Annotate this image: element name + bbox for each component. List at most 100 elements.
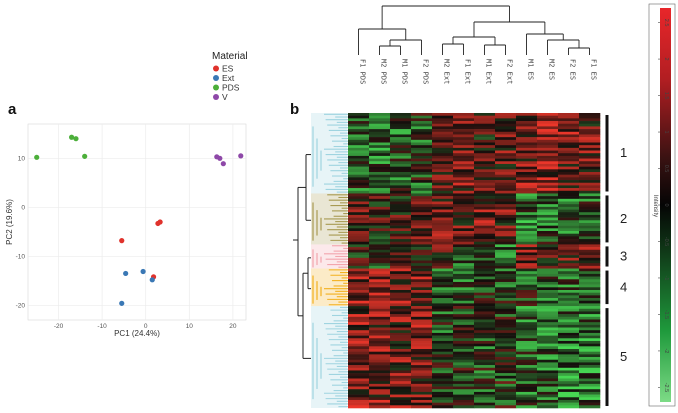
heatmap-cell [579, 231, 601, 234]
heatmap-cell [495, 244, 517, 248]
heatmap-cell [390, 121, 412, 125]
heatmap-cell [558, 214, 580, 218]
heatmap-cell [453, 308, 475, 312]
heatmap-cell [411, 252, 433, 256]
heatmap-cell [453, 397, 475, 401]
heatmap-cell [432, 399, 454, 403]
heatmap-cell [390, 367, 412, 371]
heatmap-cell [369, 362, 391, 366]
heatmap-cell [369, 370, 391, 374]
heatmap-cell [537, 271, 559, 275]
heatmap-cell [474, 236, 496, 240]
heatmap-cell [411, 188, 433, 192]
heatmap-cell [432, 257, 454, 261]
heatmap-cell [516, 241, 538, 245]
heatmap-cell [516, 204, 538, 208]
heatmap-cell [579, 134, 601, 138]
heatmap-cell [537, 324, 559, 328]
heatmap-cell [516, 322, 538, 326]
heatmap-cell [537, 180, 559, 184]
heatmap-cell [495, 394, 517, 398]
heatmap-cell [516, 298, 538, 302]
heatmap-cell [495, 220, 517, 224]
heatmap-cell [369, 375, 391, 379]
heatmap-cell [432, 174, 454, 178]
heatmap-cell [432, 332, 454, 336]
heatmap-cell [432, 265, 454, 269]
heatmap-cell [495, 386, 517, 390]
heatmap-cell [432, 402, 454, 406]
heatmap-cell [495, 137, 517, 141]
heatmap-cell [390, 198, 412, 202]
heatmap-cell [516, 139, 538, 143]
heatmap-cell [411, 346, 433, 350]
heatmap-cell [558, 276, 580, 280]
heatmap-cell [474, 322, 496, 326]
heatmap-cell [579, 201, 601, 205]
heatmap-cell [516, 142, 538, 146]
heatmap-cell [432, 113, 454, 116]
heatmap-cell [411, 373, 433, 377]
heatmap-cell [432, 249, 454, 253]
column-labels: F1 PDS M2 PDS M1 PDS F2 PDS M2 Ext F1 Ext M1 E… [359, 59, 598, 84]
heatmap-cell [537, 327, 559, 331]
heatmap-cell [516, 247, 538, 251]
heatmap-cell [390, 324, 412, 328]
heatmap-cell [495, 118, 517, 122]
heatmap-cell [579, 123, 601, 127]
heatmap-cell [390, 375, 412, 379]
heatmap-cell [369, 405, 391, 409]
heatmap-cell [474, 351, 496, 355]
heatmap-cell [516, 217, 538, 221]
heatmap-cell [579, 378, 601, 382]
heatmap-cell [474, 134, 496, 138]
heatmap-cell [579, 357, 601, 361]
colorbar-tick-label: 2.5 [663, 19, 669, 27]
heatmap-cell [369, 209, 391, 213]
heatmap-cell [495, 370, 517, 374]
heatmap-cell [558, 306, 580, 310]
heatmap-cell [348, 324, 370, 328]
heatmap-cell [390, 300, 412, 304]
column-label: M2 PDS [380, 59, 388, 84]
x-tick-label: 20 [229, 323, 237, 330]
heatmap-cell [474, 279, 496, 283]
heatmap-cell [537, 284, 559, 288]
heatmap-cell [495, 172, 517, 175]
heatmap-cell [348, 373, 370, 377]
heatmap-cell [516, 153, 538, 157]
heatmap-cell [558, 373, 580, 377]
heatmap-cell [579, 239, 601, 243]
heatmap-cell [411, 115, 433, 119]
heatmap-cell [558, 190, 580, 194]
heatmap-cell [474, 201, 496, 205]
heatmap-cell [453, 217, 475, 221]
heatmap-cell [558, 118, 580, 122]
heatmap-cell [558, 330, 580, 334]
heatmap-cell [432, 153, 454, 157]
heatmap-cell [453, 276, 475, 280]
row-cluster-band [311, 306, 347, 408]
heatmap-cell [579, 255, 601, 259]
heatmap-cell [474, 212, 496, 216]
point-es [157, 219, 163, 225]
heatmap-cell [432, 287, 454, 291]
heatmap-cell [390, 255, 412, 259]
heatmap-cell [558, 182, 580, 186]
heatmap-cell [348, 340, 370, 344]
heatmap-cell [411, 201, 433, 205]
heatmap-cell [579, 137, 601, 141]
heatmap-cell [411, 367, 433, 371]
heatmap-cell [369, 397, 391, 401]
heatmap-cell [558, 273, 580, 277]
heatmap-cell [348, 381, 370, 385]
heatmap-cell [453, 150, 475, 154]
heatmap-cell [390, 281, 412, 285]
heatmap-cell [516, 362, 538, 366]
heatmap-cell [579, 405, 601, 409]
heatmap-cell [537, 306, 559, 310]
heatmap-cell [495, 338, 517, 342]
heatmap-cell [579, 220, 601, 224]
heatmap-cell [411, 172, 433, 175]
heatmap-cell [369, 292, 391, 296]
